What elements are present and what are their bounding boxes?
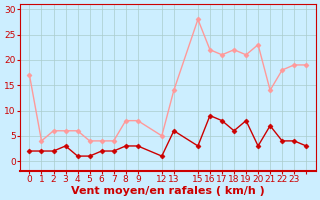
X-axis label: Vent moyen/en rafales ( km/h ): Vent moyen/en rafales ( km/h )	[71, 186, 265, 196]
